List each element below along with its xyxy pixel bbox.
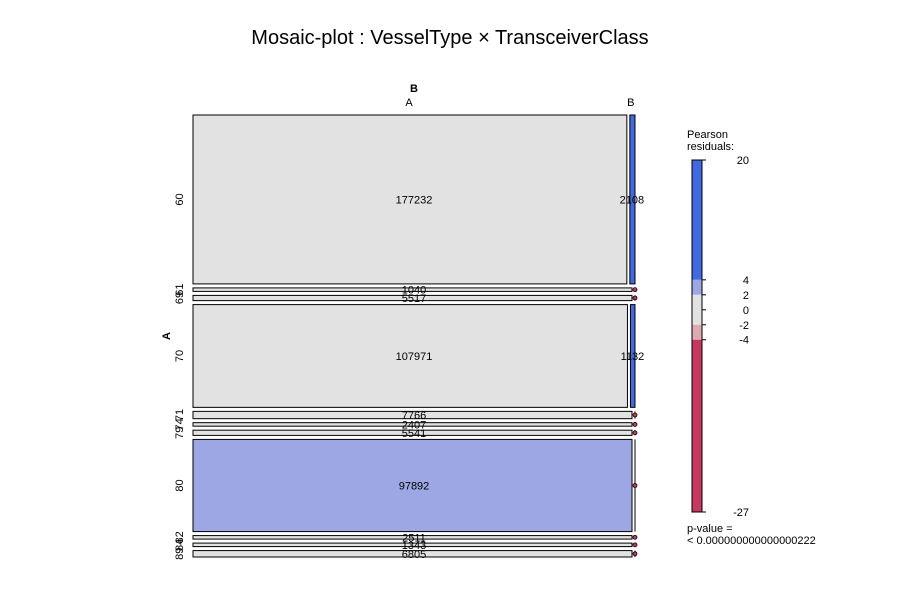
cell-count-label: 2511: [402, 532, 426, 544]
row-tick-label: 71: [174, 409, 186, 421]
mosaic-cell-69-A: [192, 294, 633, 302]
cell-count-label: 1132: [621, 351, 645, 363]
row-tick-label: 70: [174, 350, 186, 362]
cell-count-label: 1343: [402, 540, 426, 552]
mosaic-cell-61-A: [192, 287, 633, 292]
cell-count-label: 5541: [402, 428, 426, 440]
mosaic-empty-dot-74: [632, 422, 638, 427]
legend-band: [692, 339, 702, 512]
legend-tick-label: 0: [743, 305, 749, 317]
pvalue-label: p-value =: [687, 523, 733, 535]
row-tick-label: 61: [174, 284, 186, 296]
row-tick-label: 69: [174, 292, 186, 304]
mosaic-empty-dot-82: [632, 534, 638, 540]
mosaic-empty-dot-89: [632, 551, 638, 557]
cell-count-label: 5517: [402, 293, 426, 305]
legend-tick-label: 20: [737, 155, 749, 167]
cell-count-label: 107971: [396, 351, 433, 363]
chart-title: Mosaic-plot : VesselType × TransceiverCl…: [251, 27, 648, 49]
mosaic-cell-60-B: [629, 114, 636, 285]
row-tick-label: 74: [174, 418, 186, 430]
row-tick-label: 89: [174, 548, 186, 560]
row-tick-label: 82: [174, 531, 186, 543]
mosaic-cell-89-A: [192, 550, 633, 558]
row-tick-label: 79: [174, 427, 186, 439]
cell-count-label: 1040: [402, 285, 426, 297]
mosaic-empty-dot-84: [632, 542, 638, 548]
pvalue-value: < 0.000000000000000222: [687, 535, 816, 547]
legend-title-line1: Pearson: [687, 129, 728, 141]
mosaic-empty-dot-71: [632, 412, 638, 418]
cell-count-label: 177232: [396, 194, 433, 206]
mosaic-cell-80-A: [192, 438, 633, 533]
mosaic-cell-60-A: [192, 114, 628, 285]
cell-count-label: 97892: [399, 480, 430, 492]
cell-count-label: 2108: [620, 194, 644, 206]
col-tick-label: A: [405, 97, 413, 109]
mosaic-cell-70-A: [192, 304, 628, 408]
mosaic-cell-70-B: [629, 304, 636, 408]
cell-count-label: 6805: [402, 549, 426, 561]
col-tick-label: B: [627, 97, 634, 109]
row-tick-label: 84: [174, 539, 186, 551]
row-tick-label: 80: [174, 479, 186, 491]
cell-count-label: 7766: [402, 410, 426, 422]
mosaic-cells: 177232 2108 60 1040 61 5517 69 107971 1132 70 7766…: [174, 97, 644, 561]
legend-band: [692, 294, 702, 325]
mosaic-cell-79-A: [192, 429, 633, 436]
legend-frame: [691, 159, 703, 513]
legend-band: [692, 324, 702, 340]
col-variable-name: B: [410, 83, 418, 95]
row-variable-name: A: [161, 332, 173, 340]
mosaic-empty-dot-69: [632, 295, 638, 301]
mosaic-empty-dot-80: [632, 483, 638, 488]
legend-tick-label: -4: [739, 335, 749, 347]
legend-tick-label: 4: [743, 275, 749, 287]
cell-count-label: 2407: [402, 419, 426, 431]
mosaic-empty-dot-79: [632, 430, 638, 436]
legend-band: [692, 279, 702, 295]
mosaic-cell-71-A: [192, 410, 633, 420]
mosaic-cell-82-A: [192, 535, 633, 540]
mosaic-cell-74-A: [192, 422, 633, 427]
legend-title-line2: residuals:: [687, 141, 734, 153]
legend-tick-label: 2: [743, 290, 749, 302]
row-tick-label: 60: [174, 193, 186, 205]
legend-tick-label: -2: [739, 320, 749, 332]
mosaic-empty-dot-61: [632, 287, 638, 293]
legend-tick-label: -27: [733, 507, 749, 519]
legend-band: [692, 160, 702, 280]
mosaic-cell-84-A: [192, 542, 633, 548]
